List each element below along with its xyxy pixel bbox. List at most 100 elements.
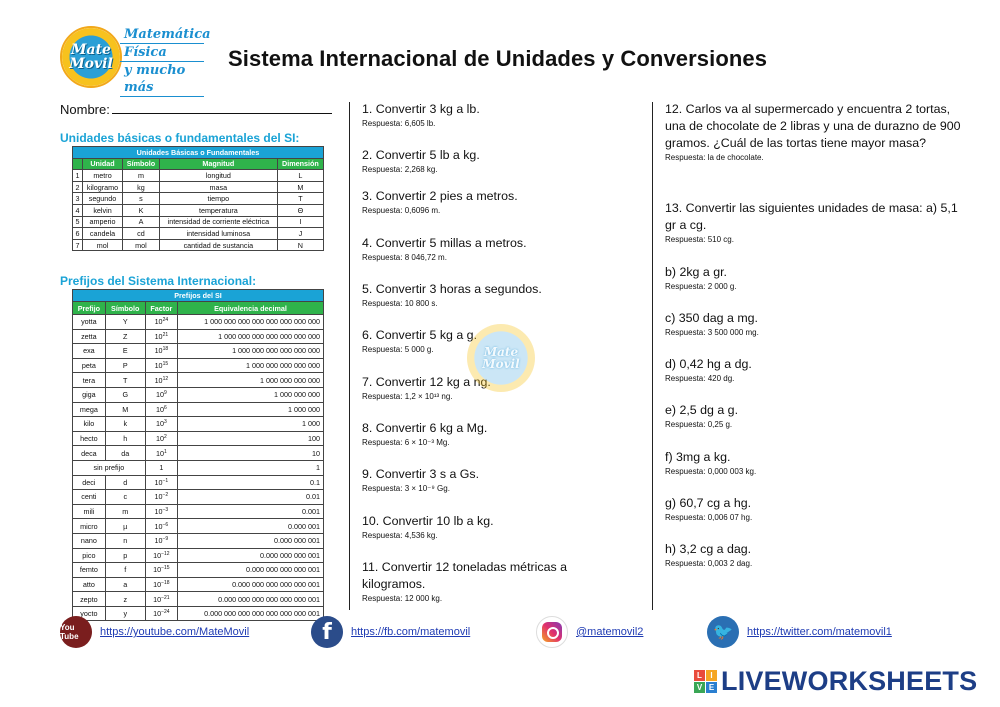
table-row: deci d 10−1 0.1 bbox=[72, 474, 325, 491]
table-cell: L bbox=[276, 169, 325, 182]
table-cell: m bbox=[104, 503, 146, 520]
name-line[interactable] bbox=[111, 102, 332, 114]
table-cell: 6 bbox=[72, 227, 83, 240]
table-cell: centi bbox=[72, 489, 106, 505]
header-cell: Unidad bbox=[81, 157, 124, 171]
table-cell: s bbox=[122, 192, 160, 205]
facebook-icon: f bbox=[311, 616, 343, 648]
table-cell: 10−6 bbox=[144, 518, 178, 534]
table-cell: metro bbox=[81, 169, 124, 182]
table-cell: c bbox=[104, 489, 146, 505]
table-cell: 1015 bbox=[144, 357, 178, 374]
table-cell: 0.000 000 000 000 001 bbox=[176, 562, 325, 578]
table-cell: mega bbox=[72, 401, 106, 418]
table-cell: kilogramo bbox=[81, 180, 124, 194]
exercise-answer: Respuesta: 2 000 g. bbox=[665, 282, 737, 291]
table-cell: k bbox=[104, 416, 146, 432]
factor-base: 10 bbox=[154, 492, 163, 502]
exercise-answer: Respuesta: 420 dg. bbox=[665, 374, 735, 383]
exercise-item: 10. Convertir 10 lb a kg. Respuesta: 4,53… bbox=[362, 513, 632, 541]
twitter-link[interactable]: https://twitter.com/matemovil1 bbox=[747, 626, 892, 638]
table-cell: intensidad de corriente eléctrica bbox=[158, 215, 278, 229]
table-cell: M bbox=[104, 401, 146, 418]
exercise-answer: Respuesta: 10 800 s. bbox=[362, 299, 438, 308]
table-cell: cantidad de sustancia bbox=[158, 238, 278, 252]
table-row: exa E 1018 1 000 000 000 000 000 000 bbox=[72, 343, 325, 359]
factor-exponent: −2 bbox=[162, 492, 169, 499]
name-field[interactable]: Nombre: bbox=[60, 102, 332, 117]
table-cell: 10−12 bbox=[144, 547, 178, 564]
table-cell: 102 bbox=[144, 430, 178, 447]
youtube-link[interactable]: https://youtube.com/MateMovil bbox=[100, 626, 250, 638]
factor-exponent: 6 bbox=[163, 404, 167, 411]
table-cell: zepto bbox=[72, 591, 106, 607]
table-cell: pico bbox=[72, 547, 106, 564]
table-cell: sin prefijo bbox=[72, 459, 146, 476]
table-row: 1 metro m longitud L bbox=[72, 169, 325, 182]
live-block: E bbox=[706, 682, 717, 693]
table-cell: G bbox=[104, 386, 146, 403]
table-cell: 109 bbox=[144, 386, 178, 403]
table-cell: temperatura bbox=[158, 203, 278, 217]
exercise-item: 7. Convertir 12 kg a ng. Respuesta: 1,2 ×… bbox=[362, 374, 632, 402]
factor-base: 10 bbox=[155, 419, 164, 429]
exercise-question: 6. Convertir 5 kg a g. bbox=[362, 328, 478, 342]
exercise-item: b) 2kg a gr. Respuesta: 2 000 g. bbox=[665, 264, 965, 292]
exercise-item: 5. Convertir 3 horas a segundos. Respuest… bbox=[362, 281, 632, 309]
table-cell: 1 000 bbox=[176, 416, 325, 432]
prefixes-heading: Prefijos del Sistema Internacional: bbox=[60, 274, 257, 288]
exercise-answer: Respuesta: 0,003 2 dag. bbox=[665, 559, 753, 568]
factor-exponent: 12 bbox=[162, 375, 169, 382]
instagram-link-group: @matemovil2 bbox=[536, 616, 643, 648]
table-cell: d bbox=[104, 474, 146, 491]
table-cell: f bbox=[104, 562, 146, 578]
table-cell: A bbox=[122, 215, 160, 229]
table-cell: 0.000 000 000 000 000 000 000 001 bbox=[176, 605, 325, 622]
instagram-link[interactable]: @matemovil2 bbox=[576, 626, 644, 638]
logo-line: Física bbox=[120, 44, 204, 62]
table-row: zetta Z 1021 1 000 000 000 000 000 000 000 bbox=[72, 328, 325, 345]
logo-word: Mate bbox=[71, 42, 111, 58]
exercise-question: e) 2,5 dg a g. bbox=[665, 403, 739, 417]
exercise-answer: Respuesta: 0,006 07 hg. bbox=[665, 513, 753, 522]
table-cell: amperio bbox=[81, 215, 124, 229]
basic-units-table: Unidades Básicas o Fundamentales Unidad … bbox=[72, 146, 325, 252]
exercise-answer: Respuesta: 0,6096 m. bbox=[362, 206, 441, 215]
factor-exponent: −24 bbox=[161, 609, 170, 616]
table-cell: kelvin bbox=[81, 203, 124, 217]
logo-line: y mucho más bbox=[120, 62, 204, 97]
table-row: kilo k 103 1 000 bbox=[72, 416, 325, 432]
liveworksheets-blocks: L I V E bbox=[694, 670, 717, 693]
twitter-icon: 🐦 bbox=[707, 616, 739, 648]
factor-exponent: 15 bbox=[162, 361, 169, 368]
table-cell: zetta bbox=[72, 328, 106, 345]
table-cell: Z bbox=[104, 328, 146, 345]
exercise-question: 12. Carlos va al supermercado y encuentr… bbox=[665, 102, 961, 150]
liveworksheets-logo: L I V E LIVEWORKSHEETS bbox=[694, 666, 977, 697]
factor-base: 10 bbox=[154, 375, 163, 385]
table-row: mega M 106 1 000 000 bbox=[72, 401, 325, 418]
factor-exponent: −6 bbox=[162, 521, 169, 528]
table-row: deca da 101 10 bbox=[72, 445, 325, 461]
exercise-question: h) 3,2 cg a dag. bbox=[665, 542, 752, 556]
table-row: pico p 10−12 0.000 000 000 001 bbox=[72, 547, 325, 564]
facebook-link[interactable]: https://fb.com/matemovil bbox=[351, 626, 471, 638]
table-cell: 1021 bbox=[144, 328, 178, 345]
table-row: 2 kilogramo kg masa M bbox=[72, 180, 325, 194]
table-cell: 10−2 bbox=[144, 489, 178, 505]
header-cell: Equivalencia decimal bbox=[176, 301, 325, 315]
table-cell: 0.000 000 000 001 bbox=[176, 547, 325, 564]
exercise-answer: Respuesta: 0,000 003 kg. bbox=[665, 467, 757, 476]
table-cell: T bbox=[104, 372, 146, 388]
exercise-question: c) 350 dag a mg. bbox=[665, 311, 758, 325]
table-cell: 10−18 bbox=[144, 576, 178, 593]
factor-base: 10 bbox=[154, 317, 163, 327]
table-cell: M bbox=[276, 180, 325, 194]
table-cell: da bbox=[104, 445, 146, 461]
table-cell: exa bbox=[72, 343, 106, 359]
table-cell: segundo bbox=[81, 192, 124, 205]
table-cell: 7 bbox=[72, 238, 83, 252]
table-cell: 10−1 bbox=[144, 474, 178, 491]
table-cell: n bbox=[104, 532, 146, 549]
